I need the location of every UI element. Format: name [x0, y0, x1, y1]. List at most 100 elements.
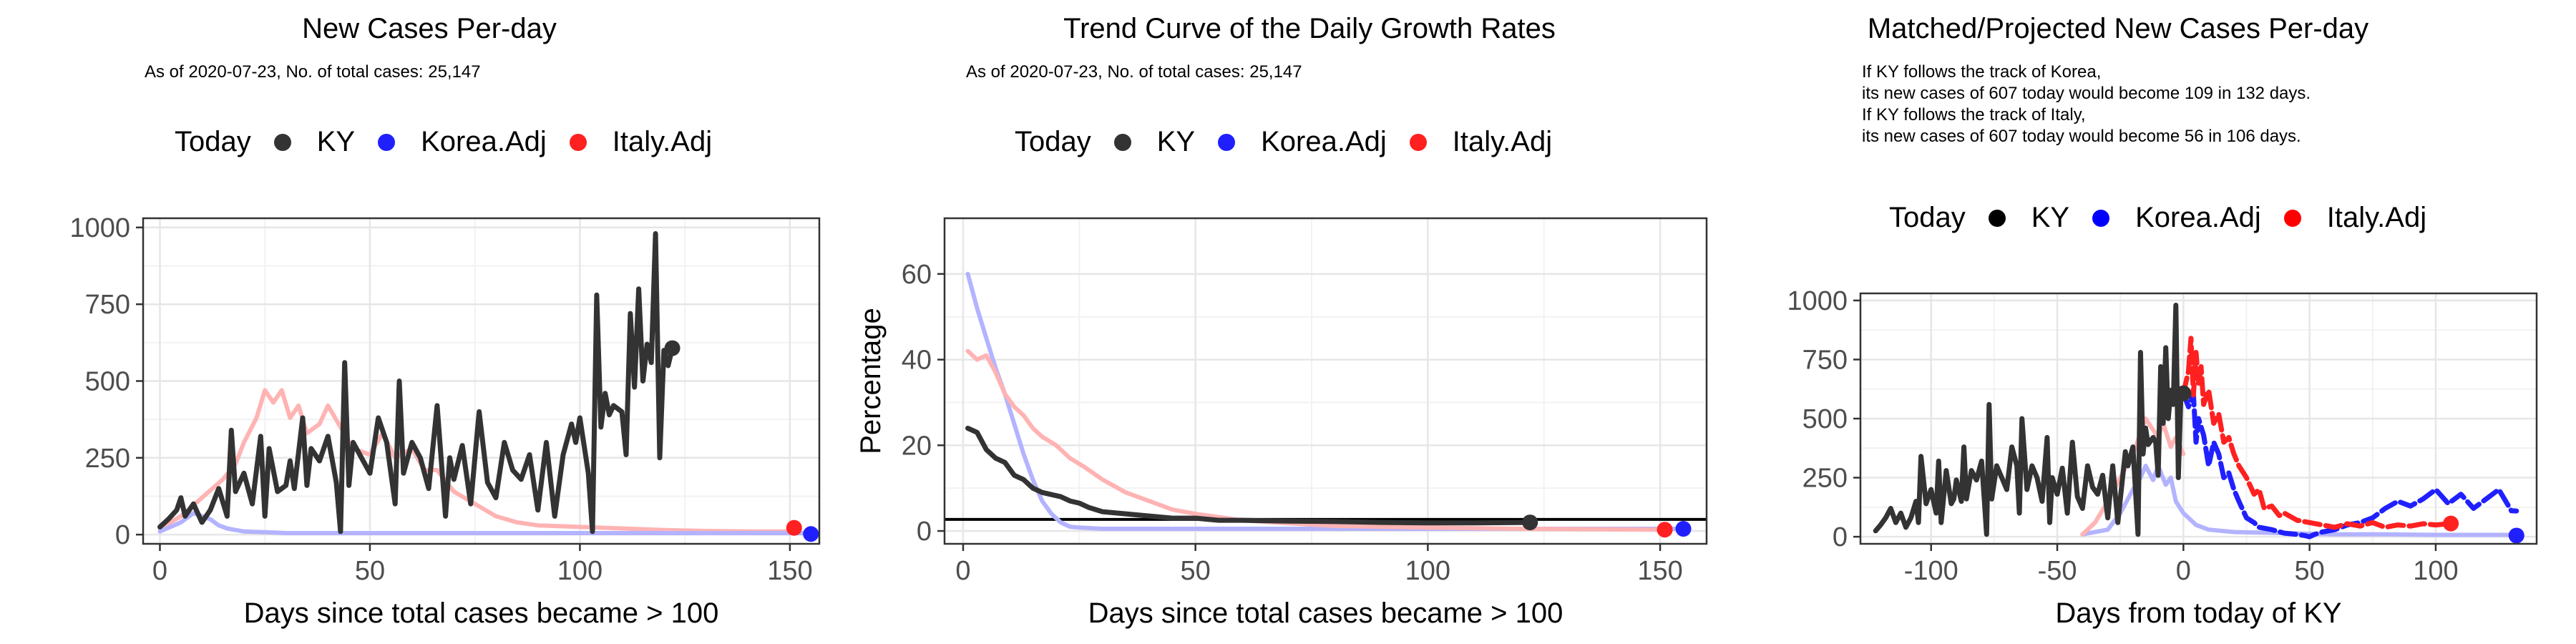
today-point-ky	[2175, 385, 2192, 401]
subtitle-line: If KY follows the track of Korea,	[1862, 62, 2102, 82]
subtitle-line: As of 2020-07-23, No. of total cases: 25…	[966, 62, 1302, 82]
series-line-ky	[157, 231, 675, 535]
x-tick-label: 100	[2413, 556, 2458, 586]
legend-title: Today	[1889, 202, 1966, 233]
y-tick-label: 40	[902, 346, 932, 376]
x-axis-label: Days from today of KY	[2055, 597, 2341, 629]
grid	[945, 218, 1707, 544]
subtitle-line: its new cases of 607 today would become …	[1862, 84, 2311, 103]
x-tick-label: 0	[152, 556, 167, 586]
y-tick-label: 1000	[69, 213, 130, 243]
series-line-korea-adj	[2180, 391, 2519, 540]
legend-label: Korea.Adj	[2135, 202, 2261, 233]
series-line-italy-adj	[965, 348, 1663, 532]
legend: Today KY Korea.Adj Italy.Adj	[1015, 126, 1575, 158]
legend-item-italy: Italy.Adj	[1409, 126, 1553, 158]
today-point-korea-adj	[803, 526, 819, 542]
legend-label: KY	[2031, 202, 2070, 233]
grid	[143, 218, 819, 544]
series-line-italy-adj	[2080, 416, 2186, 537]
legend-item-italy: Italy.Adj	[569, 126, 713, 158]
y-tick-label: 0	[115, 520, 130, 550]
y-tick-label: 1000	[1787, 286, 1848, 316]
y-tick-label: 250	[85, 444, 130, 474]
chart-new-cases: 0 50 100 150 0 250 500 750 1000 Days since total …	[69, 213, 821, 629]
panel-projected-cases: Matched/Projected New Cases Per-day If K…	[1717, 0, 2576, 644]
series-line-italy-adj	[157, 388, 801, 534]
legend: Today KY Korea.Adj Italy.Adj	[175, 126, 735, 158]
legend-label: Italy.Adj	[612, 126, 713, 157]
y-axis-label: Percentage	[855, 308, 887, 454]
panel-subtitle: If KY follows the track of Korea, its ne…	[1862, 62, 2311, 147]
x-tick-label: -50	[2038, 556, 2077, 586]
today-point-italy-adj	[2443, 515, 2459, 532]
x-axis-label: Days since total cases became > 100	[244, 597, 719, 629]
x-axis-label: Days since total cases became > 100	[1088, 597, 1563, 629]
legend-dot-icon	[1988, 209, 2006, 227]
legend-label: KY	[1156, 126, 1196, 157]
y-tick-label: 0	[1833, 522, 1848, 552]
x-tick-label: 100	[557, 556, 602, 586]
series-line-korea-adj	[965, 271, 1686, 531]
legend-title: Today	[175, 126, 251, 157]
series-line-ky	[1873, 303, 2186, 537]
panel-new-cases: New Cases Per-day As of 2020-07-23, No. …	[0, 0, 859, 644]
legend-dot-icon	[1409, 133, 1427, 151]
legend-item-korea: Korea.Adj	[378, 126, 547, 158]
today-point-italy-adj	[1657, 522, 1673, 538]
legend-item-korea: Korea.Adj	[2092, 202, 2261, 234]
panel-title: New Cases Per-day	[302, 13, 557, 44]
legend-dot-icon	[569, 133, 587, 151]
legend-title: Today	[1015, 126, 1091, 157]
plot-border	[943, 217, 1708, 545]
x-tick-label: 0	[955, 556, 970, 586]
series-line-korea-adj	[157, 511, 814, 535]
legend-dot-icon	[2283, 209, 2301, 227]
legend-dot-icon	[1218, 133, 1236, 151]
y-tick-label: 750	[85, 290, 130, 320]
x-tick-label: 150	[1637, 556, 1682, 586]
today-point-korea-adj	[2508, 527, 2524, 544]
subtitle-line: its new cases of 607 today would become …	[1862, 127, 2301, 146]
legend-item-ky: KY	[273, 126, 356, 158]
legend-item-ky: KY	[1988, 202, 2070, 234]
legend-dot-icon	[273, 133, 291, 151]
legend-dot-icon	[2092, 209, 2110, 227]
x-tick-label: 0	[2176, 556, 2191, 586]
subtitle-line: As of 2020-07-23, No. of total cases: 25…	[145, 62, 481, 82]
x-tick-label: 150	[767, 556, 812, 586]
y-tick-label: 20	[902, 431, 932, 461]
series-line-ky	[965, 425, 1533, 526]
legend-label: Korea.Adj	[1261, 126, 1387, 157]
subtitle-line: If KY follows the track of Italy,	[1862, 105, 2086, 125]
legend-item-italy: Italy.Adj	[2283, 202, 2426, 234]
x-tick-label: 50	[355, 556, 385, 586]
y-tick-label: 60	[902, 260, 932, 290]
chart-growth-rates: 0 50 100 150 0 20 40 60 Days since total cases b…	[855, 217, 1708, 629]
today-point-korea-adj	[1675, 521, 1692, 537]
y-tick-label: 500	[1802, 404, 1848, 434]
x-tick-label: 50	[2295, 556, 2325, 586]
legend-item-ky: KY	[1113, 126, 1196, 158]
today-point-ky	[1522, 514, 1538, 531]
legend: Today KY Korea.Adj Italy.Adj	[1889, 202, 2449, 234]
x-tick-label: 50	[1181, 556, 1211, 586]
today-point-ky	[664, 340, 680, 356]
legend-label: Italy.Adj	[1452, 126, 1553, 157]
y-tick-label: 0	[917, 517, 932, 547]
series-line-italy-adj	[2180, 336, 2454, 530]
y-tick-label: 750	[1802, 345, 1848, 375]
legend-dot-icon	[1113, 133, 1131, 151]
legend-label: Korea.Adj	[421, 126, 547, 157]
y-tick-label: 500	[85, 367, 130, 397]
panel-subtitle: As of 2020-07-23, No. of total cases: 25…	[966, 62, 1302, 83]
panel-title: Trend Curve of the Daily Growth Rates	[1063, 13, 1556, 44]
x-tick-label: -100	[1904, 556, 1958, 586]
legend-item-korea: Korea.Adj	[1218, 126, 1387, 158]
legend-label: KY	[316, 126, 356, 157]
today-point-italy-adj	[786, 519, 802, 536]
panel-title: Matched/Projected New Cases Per-day	[1867, 13, 2369, 44]
y-tick-label: 250	[1802, 464, 1848, 494]
panel-growth-rates: Trend Curve of the Daily Growth Rates As…	[855, 0, 1717, 644]
